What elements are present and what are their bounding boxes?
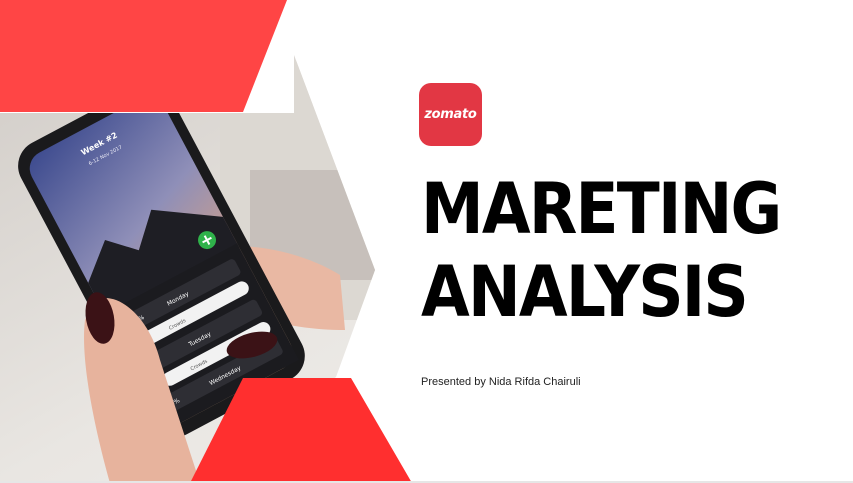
red-top-banner (0, 0, 287, 112)
row-percent: 0% (169, 397, 181, 408)
fingernail (226, 331, 278, 359)
red-bottom-trapezoid (190, 378, 412, 483)
bottom-divider (0, 481, 853, 483)
title-line-1: MARETING (421, 168, 782, 250)
title-line-2: ANALYSIS (421, 251, 749, 333)
logo-text: zomato (424, 107, 477, 122)
fingernail (85, 292, 115, 344)
left-hand (84, 298, 200, 483)
presenter-credit: Presented by Nida Rifda Chairuli (421, 376, 581, 388)
zomato-logo: zomato (419, 83, 482, 146)
